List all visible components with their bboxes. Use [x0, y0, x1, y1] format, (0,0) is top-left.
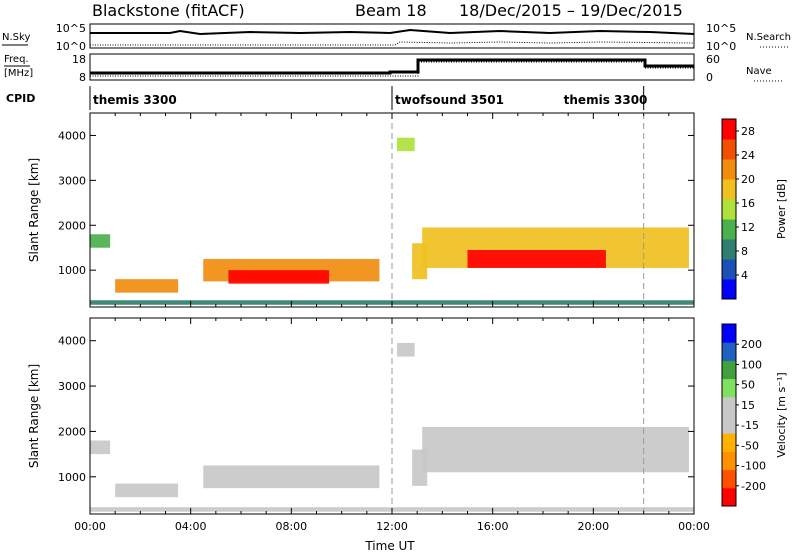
- scatter-region: [90, 440, 111, 455]
- colorbar-swatch: [722, 219, 736, 240]
- y-tick-label: 2000: [58, 219, 86, 232]
- cpid-row: themis 3300 twofsound 3501 themis 3300: [89, 86, 648, 110]
- colorbar-swatch: [722, 139, 736, 160]
- scatter-region: [228, 270, 330, 284]
- nsky-trace: [90, 28, 695, 36]
- x-tick-label: 00:00: [74, 520, 106, 533]
- colorbar-swatch: [722, 199, 736, 220]
- x-tick-label: 04:00: [175, 520, 207, 533]
- scatter-region: [203, 465, 380, 489]
- freq-label: Freq.: [4, 54, 29, 65]
- nave-trace: [90, 61, 694, 77]
- colorbar-swatch: [722, 324, 736, 343]
- scatter-region: [422, 426, 689, 473]
- cpid-label: CPID: [6, 92, 35, 105]
- colorbar-swatch: [722, 342, 736, 361]
- freq-unit: [MHz]: [4, 68, 33, 79]
- scatter-region: [397, 137, 415, 152]
- colorbar-swatch: [722, 279, 736, 300]
- colorbar-swatch: [722, 259, 736, 280]
- noise-left-tick-high: 10^5: [56, 22, 86, 35]
- noise-left-tick-low: 10^0: [56, 40, 86, 53]
- beam-label: Beam 18: [355, 1, 427, 20]
- nsearch-trace: [90, 41, 695, 46]
- station-title: Blackstone (fitACF): [92, 1, 245, 20]
- y-axis-label: Slant Range [km]: [27, 364, 41, 468]
- x-tick-label: 08:00: [275, 520, 307, 533]
- velocity-panel: 1000 2000 3000 4000 00:00 04:00 08:00 12:00 16:0…: [27, 317, 788, 533]
- cpid-segment-label: themis 3300: [93, 93, 177, 107]
- colorbar-tick-label: 16: [741, 197, 755, 210]
- scatter-region: [397, 342, 415, 357]
- freq-left-tick-high: 18: [72, 53, 86, 66]
- colorbar-swatch: [722, 487, 736, 507]
- freq-right-tick-low: 0: [706, 71, 713, 84]
- nsearch-label: N.Search: [746, 32, 791, 43]
- colorbar-swatch: [722, 415, 736, 434]
- colorbar-swatch: [722, 360, 736, 380]
- y-tick-label: 1000: [58, 264, 86, 277]
- colorbar-swatch: [722, 239, 736, 260]
- cpid-segment-label: themis 3300: [564, 93, 648, 107]
- colorbar-tick-label: 100: [741, 358, 762, 371]
- colorbar-tick-label: 20: [741, 173, 755, 186]
- colorbar-tick-label: 4: [741, 269, 748, 282]
- colorbar-swatch: [722, 119, 736, 140]
- colorbar-tick-label: 28: [741, 125, 755, 138]
- scatter-region: [467, 249, 606, 268]
- colorbar-swatch: [722, 469, 736, 489]
- colorbar-swatch: [722, 159, 736, 180]
- colorbar-tick-label: 8: [741, 245, 748, 258]
- freq-trace: [90, 58, 694, 75]
- nave-label: Nave: [746, 66, 772, 77]
- y-tick-label: 4000: [58, 129, 86, 142]
- y-tick-label: 3000: [58, 174, 86, 187]
- colorbar-frame: [721, 118, 737, 300]
- colorbar-tick-label: 24: [741, 149, 755, 162]
- y-axis-label: Slant Range [km]: [27, 158, 41, 262]
- colorbar-swatch: [722, 396, 736, 416]
- scatter-region: [90, 234, 111, 248]
- colorbar-frame: [721, 323, 737, 507]
- colorbar-tick-label: 50: [741, 379, 755, 392]
- noise-right-tick-high: 10^5: [706, 22, 736, 35]
- scatter-region: [115, 483, 179, 498]
- colorbar-tick-label: -50: [741, 439, 759, 452]
- y-tick-label: 4000: [58, 335, 86, 348]
- colorbar-tick-label: -15: [741, 419, 759, 432]
- x-tick-label: 12:00: [376, 520, 408, 533]
- noise-right-tick-low: 10^0: [706, 40, 736, 53]
- colorbar-swatch: [722, 179, 736, 200]
- noise-panel-frame: [89, 23, 695, 49]
- scatter-region: [115, 279, 179, 293]
- colorbar-tick-label: 200: [741, 338, 762, 351]
- freq-right-tick-high: 60: [706, 53, 720, 66]
- y-tick-label: 2000: [58, 425, 86, 438]
- colorbar-swatch: [722, 451, 736, 471]
- x-axis-label: Time UT: [364, 539, 415, 553]
- colorbar-swatch: [722, 433, 736, 452]
- colorbar-tick-label: 15: [741, 399, 755, 412]
- colorbar-tick-label: -100: [741, 460, 766, 473]
- colorbar-label: Velocity [m s⁻¹]: [775, 372, 788, 457]
- colorbar-tick-label: -200: [741, 480, 766, 493]
- x-tick-label: 00:00: [678, 520, 710, 533]
- panel-frame: [89, 317, 695, 515]
- nsky-label: N.Sky: [2, 32, 30, 43]
- colorbar-swatch: [722, 378, 736, 398]
- cpid-segment-label: twofsound 3501: [395, 93, 504, 107]
- x-tick-label: 20:00: [577, 520, 609, 533]
- colorbar-label: Power [dB]: [775, 179, 788, 239]
- y-tick-label: 1000: [58, 471, 86, 484]
- colorbar-tick-label: 12: [741, 221, 755, 234]
- x-tick-label: 16:00: [477, 520, 509, 533]
- power-panel: 1000 2000 3000 4000 Slant Range [km] 4 8 12 16 20…: [27, 112, 788, 308]
- y-tick-label: 3000: [58, 380, 86, 393]
- date-range: 18/Dec/2015 – 19/Dec/2015: [459, 1, 683, 20]
- freq-left-tick-low: 8: [79, 71, 86, 84]
